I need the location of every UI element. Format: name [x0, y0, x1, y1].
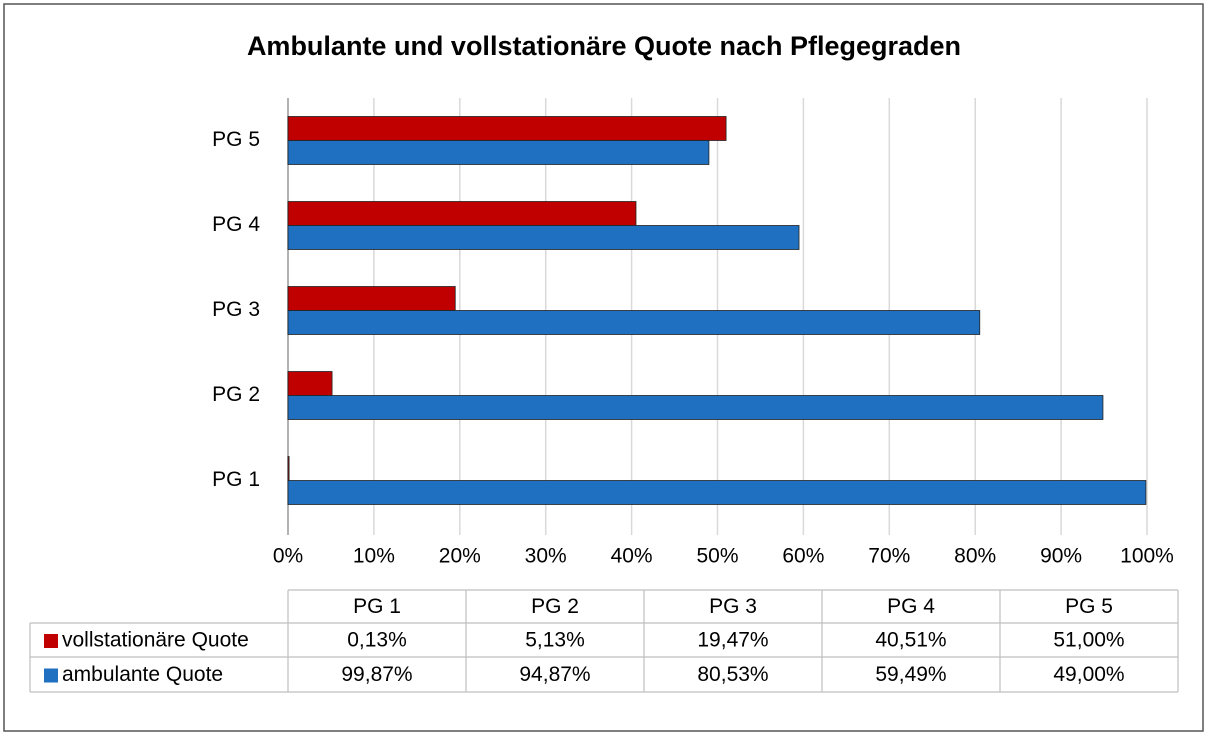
legend-swatch — [44, 634, 58, 648]
x-tick-label: 20% — [439, 545, 481, 568]
bar — [287, 395, 1104, 420]
bar — [287, 480, 1147, 505]
x-tick-label: 80% — [954, 545, 996, 568]
bar — [287, 371, 333, 396]
x-tick-label: 100% — [1120, 545, 1174, 568]
bar — [287, 286, 456, 311]
legend-label: ambulante Quote — [62, 663, 223, 686]
y-tick-label: PG 4 — [212, 213, 260, 236]
x-tick-label: 70% — [868, 545, 910, 568]
bar — [287, 201, 637, 226]
chart-title: Ambulante und vollstationäre Quote nach … — [247, 31, 961, 61]
table-cell: 40,51% — [875, 629, 946, 652]
x-tick-label: 90% — [1040, 545, 1082, 568]
y-tick-label: PG 2 — [212, 383, 260, 406]
x-tick-label: 0% — [273, 545, 303, 568]
bar — [287, 310, 981, 335]
x-tick-label: 10% — [353, 545, 395, 568]
y-tick-label: PG 3 — [212, 298, 260, 321]
table-header: PG 1 — [353, 595, 401, 618]
table-header: PG 3 — [709, 595, 757, 618]
x-tick-label: 50% — [696, 545, 738, 568]
table-cell: 5,13% — [525, 629, 585, 652]
bar — [287, 456, 290, 481]
x-tick-label: 60% — [782, 545, 824, 568]
bar — [287, 116, 727, 141]
table-cell: 19,47% — [697, 629, 768, 652]
table-header: PG 2 — [531, 595, 579, 618]
y-tick-label: PG 5 — [212, 128, 260, 151]
table-cell: 80,53% — [697, 663, 768, 686]
table-cell: 51,00% — [1053, 629, 1124, 652]
bar — [287, 140, 710, 165]
x-tick-label: 30% — [525, 545, 567, 568]
table-cell: 59,49% — [875, 663, 946, 686]
legend-label: vollstationäre Quote — [62, 629, 249, 652]
table-cell: 49,00% — [1053, 663, 1124, 686]
table-cell: 94,87% — [519, 663, 590, 686]
legend-swatch — [44, 668, 58, 683]
y-tick-label: PG 1 — [212, 468, 260, 491]
x-tick-label: 40% — [611, 545, 653, 568]
chart-border — [3, 3, 1204, 732]
table-cell: 99,87% — [341, 663, 412, 686]
table-header: PG 5 — [1065, 595, 1113, 618]
table-header: PG 4 — [887, 595, 935, 618]
bar — [287, 225, 800, 250]
table-cell: 0,13% — [347, 629, 407, 652]
